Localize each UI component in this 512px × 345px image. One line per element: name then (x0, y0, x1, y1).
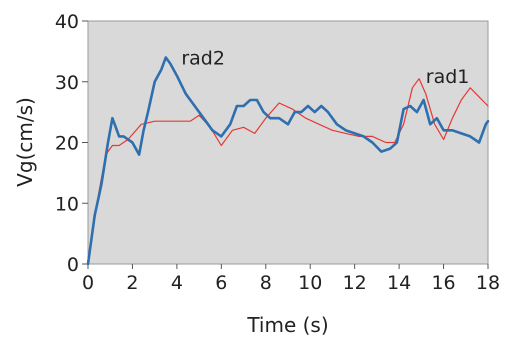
x-axis-title: Time (s) (246, 313, 328, 337)
series-label-rad2: rad2 (181, 48, 225, 70)
axes: 0 2 4 6 8 10 12 14 16 18 0 10 20 30 40 (55, 11, 500, 294)
series-label-rad1: rad1 (426, 66, 470, 88)
x-tick-label: 8 (260, 272, 272, 294)
annotations: rad2 rad1 (181, 48, 469, 88)
x-tick-label: 2 (126, 272, 138, 294)
x-tick-label: 16 (431, 272, 455, 294)
series-line-rad2 (86, 56, 490, 266)
x-tick-label: 10 (298, 272, 322, 294)
y-tick-label: 10 (55, 193, 79, 215)
series-line-rad1 (87, 78, 489, 265)
x-tick-label: 14 (387, 272, 411, 294)
y-tick-label: 40 (55, 11, 79, 33)
series-layer (86, 56, 490, 266)
y-tick-label: 30 (55, 72, 79, 94)
y-tick-label: 20 (55, 133, 79, 155)
x-tick-label: 18 (476, 272, 500, 294)
x-tick-label: 4 (171, 272, 183, 294)
y-axis-title: Vg(cm/s) (13, 97, 37, 187)
y-tick-label: 0 (67, 254, 79, 276)
plot-area (87, 20, 489, 265)
x-tick-label: 0 (82, 272, 94, 294)
x-tick-label: 6 (215, 272, 227, 294)
x-tick-label: 12 (343, 272, 367, 294)
